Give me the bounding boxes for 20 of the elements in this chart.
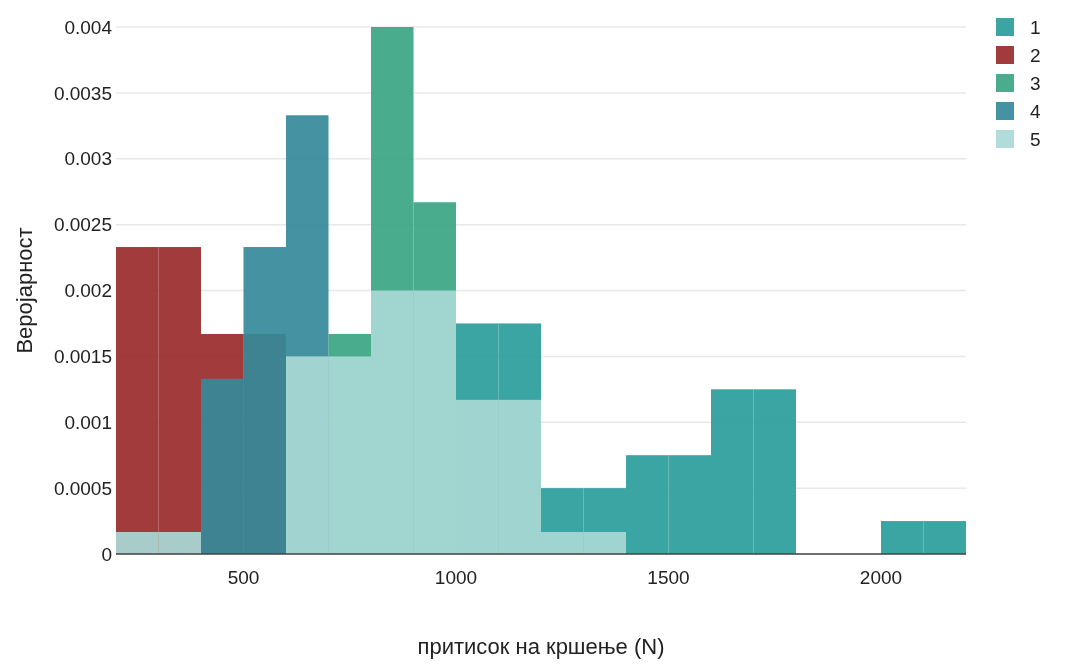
y-tick-label: 0.001 [64,411,112,433]
y-tick-label: 0 [101,543,112,565]
legend-label: 5 [1030,128,1041,150]
legend-label: 1 [1030,16,1041,38]
y-axis-title: Веројарност [12,227,37,354]
y-tick-label: 0.0035 [53,82,112,104]
x-tick-label: 500 [227,567,260,588]
x-tick-label: 2000 [859,567,903,588]
y-tick-label: 0.0005 [53,477,112,499]
y-tick-label: 0.0015 [53,346,112,368]
y-tick-label: 0.002 [64,280,112,302]
x-tick-label: 1000 [434,567,478,588]
x-tick-label: 1500 [647,567,690,588]
legend-label: 3 [1030,72,1041,94]
x-axis-title: притисок на кршење (N) [417,634,665,659]
y-tick-label: 0.0025 [53,214,112,236]
legend-label: 4 [1030,100,1041,122]
y-tick-label: 0.004 [64,16,113,38]
y-tick-label: 0.003 [64,148,112,170]
legend-label: 2 [1030,44,1041,66]
